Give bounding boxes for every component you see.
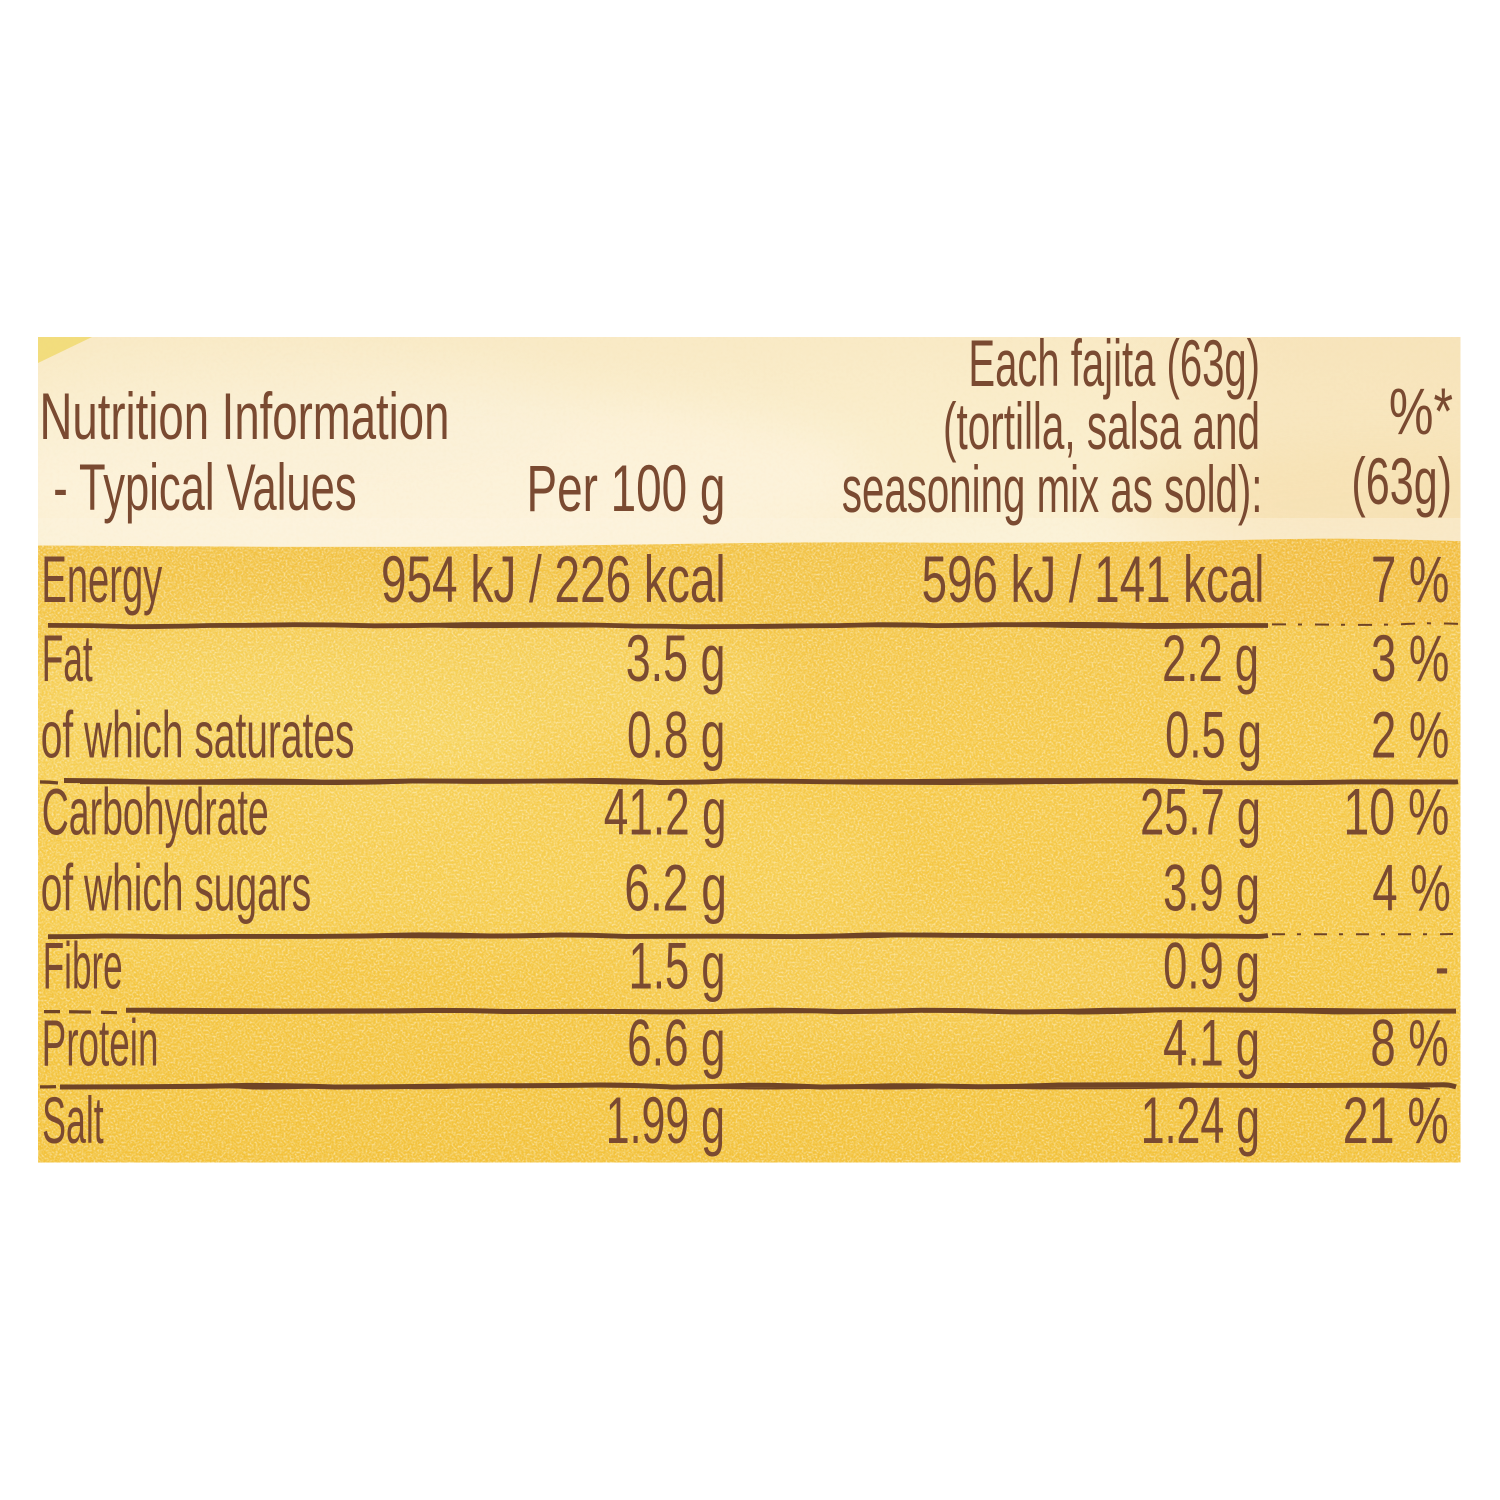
svg-text:%*: %* <box>1389 375 1453 448</box>
svg-text:Protein: Protein <box>42 1007 159 1080</box>
svg-text:10 %: 10 % <box>1343 775 1449 849</box>
svg-text:6.2 g: 6.2 g <box>624 851 727 925</box>
svg-text:0.8 g: 0.8 g <box>627 697 725 771</box>
svg-text:(63g): (63g) <box>1351 445 1452 518</box>
svg-text:1.99 g: 1.99 g <box>606 1084 725 1158</box>
svg-text:0.9 g: 0.9 g <box>1163 928 1260 1002</box>
svg-text:1.24 g: 1.24 g <box>1141 1084 1260 1158</box>
svg-text:25.7 g: 25.7 g <box>1140 774 1261 848</box>
svg-text:Energy: Energy <box>41 543 162 616</box>
svg-text:3.9 g: 3.9 g <box>1163 850 1260 924</box>
svg-text:Each fajita (63g): Each fajita (63g) <box>968 327 1260 401</box>
svg-text:2 %: 2 % <box>1371 699 1449 772</box>
svg-text:Salt: Salt <box>42 1085 104 1158</box>
svg-text:(tortilla, salsa and: (tortilla, salsa and <box>943 389 1260 464</box>
svg-text:2.2 g: 2.2 g <box>1162 621 1259 695</box>
svg-text:6.6 g: 6.6 g <box>627 1006 725 1080</box>
svg-text:Nutrition Information: Nutrition Information <box>40 381 450 454</box>
svg-text:8 %: 8 % <box>1370 1007 1448 1080</box>
svg-text:21 %: 21 % <box>1343 1084 1449 1158</box>
svg-text:0.5 g: 0.5 g <box>1165 697 1262 771</box>
svg-text:954 kJ / 226 kcal: 954 kJ / 226 kcal <box>381 544 726 617</box>
svg-text:seasoning mix as sold):: seasoning mix as sold): <box>842 453 1263 527</box>
svg-text:596 kJ / 141 kcal: 596 kJ / 141 kcal <box>922 544 1265 617</box>
svg-text:-: - <box>1435 929 1449 1003</box>
svg-text:- Typical Values: - Typical Values <box>53 450 356 524</box>
svg-text:3 %: 3 % <box>1371 623 1449 696</box>
svg-text:Fibre: Fibre <box>43 930 123 1004</box>
svg-text:4.1 g: 4.1 g <box>1163 1005 1260 1079</box>
svg-text:41.2 g: 41.2 g <box>604 774 727 848</box>
svg-text:of which saturates: of which saturates <box>41 699 355 772</box>
svg-text:3.5 g: 3.5 g <box>626 621 726 695</box>
svg-text:Per 100 g: Per 100 g <box>527 453 726 526</box>
svg-text:4 %: 4 % <box>1372 852 1450 925</box>
svg-text:Carbohydrate: Carbohydrate <box>42 775 269 849</box>
svg-text:1.5 g: 1.5 g <box>629 928 726 1002</box>
svg-text:7 %: 7 % <box>1371 544 1449 617</box>
svg-text:Fat: Fat <box>42 622 93 696</box>
svg-text:of which sugars: of which sugars <box>41 852 311 925</box>
